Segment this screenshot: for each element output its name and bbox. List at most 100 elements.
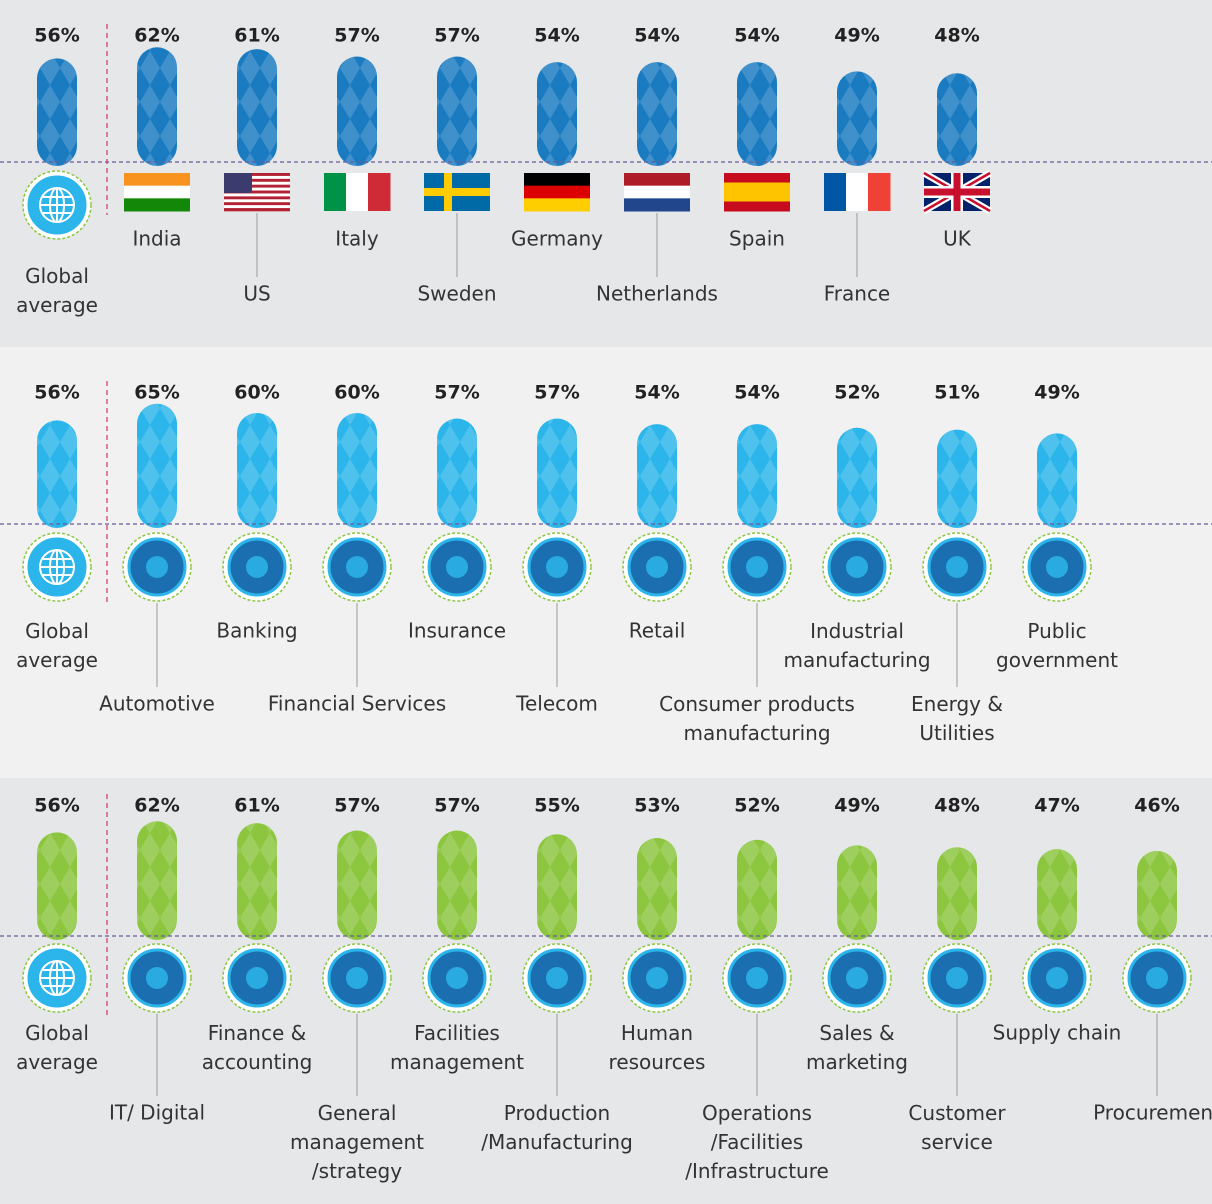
bar-texture — [337, 56, 377, 166]
value-label: 49% — [1034, 382, 1079, 404]
icon-glyph — [1046, 967, 1068, 989]
value-label: 56% — [34, 382, 79, 404]
value-label: 56% — [34, 25, 79, 47]
icon-glyph — [746, 556, 768, 578]
flag — [224, 181, 290, 185]
category-label: Spain — [729, 227, 785, 251]
icon-glyph — [246, 967, 268, 989]
bar-texture — [637, 837, 677, 940]
flag — [524, 173, 590, 187]
bar-texture — [1037, 849, 1077, 940]
bar-texture — [237, 49, 277, 166]
icon-glyph — [446, 556, 468, 578]
flag — [224, 173, 290, 177]
value-label: 48% — [934, 25, 979, 47]
flag — [224, 199, 290, 203]
value-label: 57% — [334, 25, 379, 47]
value-label: 57% — [534, 382, 579, 404]
bar-texture — [537, 418, 577, 528]
icon-glyph — [146, 967, 168, 989]
bar-texture — [837, 845, 877, 940]
value-label: 53% — [634, 795, 679, 817]
value-label: 55% — [534, 795, 579, 817]
flag — [846, 173, 869, 211]
value-label: 57% — [334, 795, 379, 817]
value-label: 65% — [134, 382, 179, 404]
bar-texture — [637, 424, 677, 528]
value-label: 62% — [134, 25, 179, 47]
flag — [224, 193, 290, 197]
icon-glyph — [646, 967, 668, 989]
icon-glyph — [1046, 556, 1068, 578]
value-label: 61% — [234, 795, 279, 817]
bar-texture — [537, 834, 577, 940]
bar-texture — [937, 73, 977, 166]
category-label: Operations/Facilities/Infrastructure — [685, 1101, 829, 1183]
flag — [324, 173, 347, 211]
panel-background — [0, 347, 1212, 778]
icon-glyph — [746, 967, 768, 989]
flag — [824, 173, 847, 211]
category-label: Netherlands — [596, 282, 718, 306]
bar-texture — [437, 418, 477, 528]
category-label: Global average — [16, 1021, 98, 1074]
category-label: Customer service — [908, 1101, 1006, 1154]
icon-glyph — [946, 967, 968, 989]
icon-glyph — [40, 188, 74, 222]
bar-texture — [1137, 850, 1177, 940]
bar-texture — [237, 823, 277, 940]
bar-texture — [337, 830, 377, 940]
category-label: General management/strategy — [290, 1101, 424, 1183]
flag — [368, 173, 391, 211]
bar-texture — [337, 413, 377, 528]
value-label: 62% — [134, 795, 179, 817]
bar-texture — [237, 413, 277, 528]
value-label: 60% — [334, 382, 379, 404]
value-label: 49% — [834, 25, 879, 47]
bar-texture — [937, 429, 977, 528]
bar-texture — [137, 821, 177, 940]
icon-glyph — [546, 967, 568, 989]
category-label: Banking — [216, 619, 297, 643]
icon-glyph — [346, 967, 368, 989]
flag — [224, 173, 252, 193]
value-label: 48% — [934, 795, 979, 817]
category-label: Procurement — [1093, 1101, 1212, 1125]
category-label: India — [132, 227, 181, 251]
flag — [346, 173, 369, 211]
category-label: Financial Services — [268, 692, 446, 716]
flag — [224, 205, 290, 209]
flag — [224, 202, 290, 206]
category-label: Public government — [996, 619, 1118, 672]
flag — [624, 198, 690, 212]
flag — [224, 190, 290, 194]
bar-texture — [437, 830, 477, 940]
flag — [868, 173, 891, 211]
value-label: 46% — [1134, 795, 1179, 817]
flag — [524, 185, 590, 199]
value-label: 49% — [834, 795, 879, 817]
bar-texture — [37, 832, 77, 940]
category-label: Germany — [511, 227, 603, 251]
bar-texture — [537, 62, 577, 166]
category-label: Global average — [16, 264, 98, 317]
bar-texture — [737, 424, 777, 528]
icon-glyph — [446, 967, 468, 989]
panel-background — [0, 0, 1212, 347]
value-label: 52% — [734, 795, 779, 817]
flag — [724, 182, 790, 193]
icon-glyph — [546, 556, 568, 578]
flag — [224, 187, 290, 191]
icon-glyph — [246, 556, 268, 578]
bar-texture — [137, 47, 177, 166]
flag — [444, 173, 452, 211]
bar-texture — [37, 420, 77, 528]
value-label: 54% — [634, 25, 679, 47]
flag — [224, 175, 290, 180]
bar-texture — [137, 403, 177, 528]
flag — [424, 188, 490, 196]
bar-texture — [1037, 433, 1077, 528]
bar-texture — [837, 427, 877, 528]
flag — [724, 192, 790, 202]
icon-glyph — [646, 556, 668, 578]
